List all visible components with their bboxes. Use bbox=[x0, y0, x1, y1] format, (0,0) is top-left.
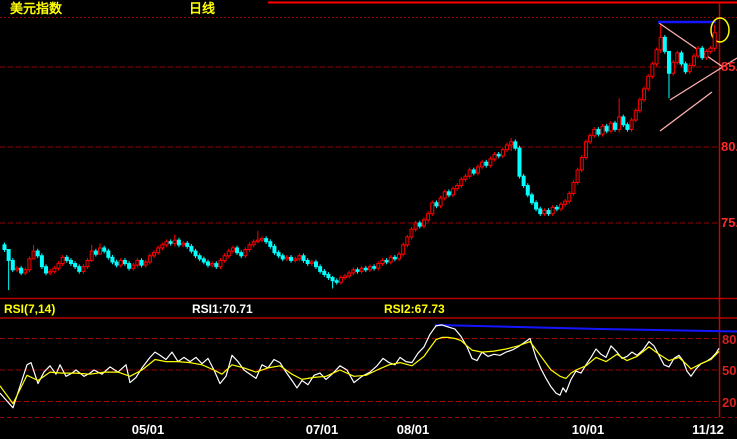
date-label-1112: 11/12 bbox=[692, 422, 724, 437]
rsi-params-label[interactable]: RSI(7,14) bbox=[4, 302, 56, 316]
resistance-line-rsi bbox=[434, 324, 737, 333]
date-label-0501: 05/01 bbox=[131, 422, 165, 437]
rsi2-value-label: RSI2:67.73 bbox=[384, 302, 445, 316]
date-label-0801: 08/01 bbox=[396, 422, 430, 437]
rsi2-line bbox=[0, 336, 720, 405]
pennant-trendline-0 bbox=[658, 22, 724, 68]
period-label[interactable]: 日线 bbox=[189, 1, 216, 16]
date-label-1001: 10/01 bbox=[571, 422, 605, 437]
date-label-0701: 07/01 bbox=[305, 422, 339, 437]
pennant-trendline-2 bbox=[659, 91, 713, 132]
rsi1-value-label: RSI1:70.71 bbox=[192, 302, 253, 316]
instrument-title: 美元指数 bbox=[10, 1, 63, 16]
price-axis-label-80: 80. bbox=[721, 139, 737, 154]
rsi1-line bbox=[0, 324, 720, 409]
price-axis-label-85: 85. bbox=[721, 59, 737, 74]
rsi-axis-label-20: 20 bbox=[722, 395, 737, 410]
rsi-axis-label-50: 50 bbox=[722, 363, 737, 378]
pennant-trendline-1 bbox=[669, 57, 737, 101]
price-axis-label-75: 75. bbox=[721, 215, 737, 230]
candlestick-series[interactable] bbox=[2, 24, 717, 291]
rsi-axis-label-80: 80 bbox=[722, 332, 737, 347]
ellipse-annotation bbox=[710, 17, 730, 43]
